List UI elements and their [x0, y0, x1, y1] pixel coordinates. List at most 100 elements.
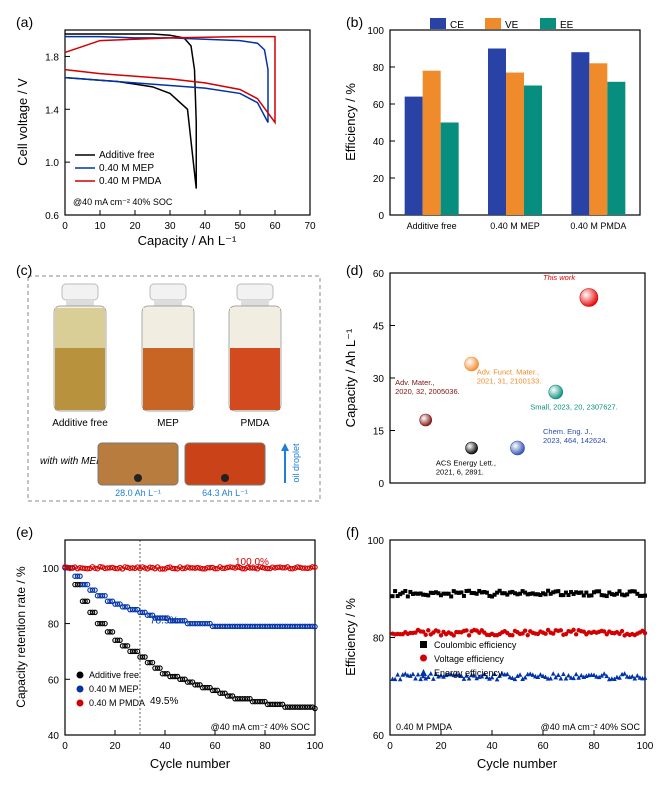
c-lab0: Additive free [52, 418, 108, 429]
a-annot: @40 mA cm⁻² 40% SOC [73, 197, 173, 207]
svg-text:40: 40 [48, 731, 60, 742]
panel-e: (e) 020406080100 406080100 Cycle number … [10, 520, 330, 778]
c-lab1: MEP [157, 418, 179, 429]
svg-text:Adv. Mater.,: Adv. Mater., [395, 378, 434, 387]
svg-text:20: 20 [373, 174, 385, 185]
svg-text:100: 100 [307, 741, 324, 752]
panel-a: (a) 0 10 20 30 40 50 60 70 0.6 1.0 1.4 1.8 Capacit… [10, 10, 330, 250]
svg-text:60: 60 [269, 221, 281, 232]
svg-text:78.9%: 78.9% [150, 615, 178, 626]
e-leg2: 0.40 M PMDA [89, 698, 145, 708]
a-ylabel: Cell voltage / V [15, 78, 30, 166]
svg-text:ACS Energy Lett.,: ACS Energy Lett., [436, 459, 496, 468]
panel-c-svg: Additive free MEP PMDA with with MEP 28.… [10, 258, 330, 508]
svg-text:Chem. Eng. J.,: Chem. Eng. J., [543, 427, 593, 436]
svg-text:40: 40 [373, 137, 385, 148]
f-xlabel: Cycle number [477, 756, 558, 771]
e-leg0: Additive free [89, 670, 139, 680]
svg-text:Additive free: Additive free [407, 221, 457, 231]
a-leg0: Additive free [99, 150, 155, 161]
a-xlabel: Capacity / Ah L⁻¹ [138, 233, 237, 248]
f-annot-r: @40 mA cm⁻² 40% SOC [541, 722, 641, 732]
c-with: with with MEP [40, 456, 103, 467]
panel-d: (d) 015304560 Capacity / Ah L⁻¹ This wor… [340, 258, 660, 508]
svg-text:60: 60 [209, 741, 221, 752]
e-annot: @40 mA cm⁻² 40% SOC [211, 722, 311, 732]
svg-text:100: 100 [367, 26, 384, 37]
e-leg1: 0.40 M MEP [89, 684, 139, 694]
panel-a-label: (a) [16, 14, 33, 30]
panel-f: (f) 0 20 40 60 80 100 60 80 100 Cycle number Ef… [340, 520, 660, 778]
c-val1: 64.3 Ah L⁻¹ [202, 488, 248, 498]
chart-d: 015304560 Capacity / Ah L⁻¹ This workAdv… [340, 258, 660, 508]
svg-text:Adv. Funct. Mater.,: Adv. Funct. Mater., [477, 368, 539, 377]
svg-text:50: 50 [234, 221, 246, 232]
svg-text:60: 60 [373, 731, 385, 742]
svg-text:40: 40 [486, 741, 498, 752]
svg-text:20: 20 [129, 221, 141, 232]
b-leg-ve: VE [505, 20, 519, 31]
panel-b: (b) 0 20 40 60 80 100 Efficiency / % Additive… [340, 10, 660, 250]
svg-text:100: 100 [367, 536, 384, 547]
svg-text:This work: This work [543, 273, 576, 282]
svg-text:2021, 31, 2100133.: 2021, 31, 2100133. [477, 377, 542, 386]
svg-text:100.0%: 100.0% [235, 557, 269, 568]
svg-text:60: 60 [48, 675, 60, 686]
f-leg1: Voltage efficiency [434, 654, 504, 664]
d-ylabel: Capacity / Ah L⁻¹ [343, 328, 358, 427]
panel-e-label: (e) [16, 524, 33, 540]
svg-text:80: 80 [588, 741, 600, 752]
panel-d-label: (d) [346, 262, 363, 278]
chart-e: 020406080100 406080100 Cycle number Capa… [10, 520, 330, 778]
a-leg1: 0.40 M MEP [99, 163, 154, 174]
chart-f: 0 20 40 60 80 100 60 80 100 Cycle number Effici… [340, 520, 660, 778]
svg-text:80: 80 [48, 620, 60, 631]
svg-text:60: 60 [537, 741, 549, 752]
c-arrow: oil droplet [291, 443, 301, 483]
panel-c-label: (c) [16, 262, 32, 278]
svg-text:0: 0 [62, 741, 68, 752]
svg-text:70: 70 [304, 221, 316, 232]
svg-text:80: 80 [373, 63, 385, 74]
svg-text:0.40 M MEP: 0.40 M MEP [490, 221, 540, 231]
svg-text:30: 30 [164, 221, 176, 232]
svg-text:0.40 M PMDA: 0.40 M PMDA [570, 221, 626, 231]
svg-text:15: 15 [373, 427, 385, 438]
svg-text:0: 0 [62, 221, 68, 232]
svg-text:60: 60 [373, 269, 385, 280]
svg-text:0: 0 [387, 741, 393, 752]
panel-b-label: (b) [346, 14, 363, 30]
svg-text:100: 100 [637, 741, 654, 752]
svg-text:20: 20 [435, 741, 447, 752]
f-annot-l: 0.40 M PMDA [396, 722, 452, 732]
svg-text:2023, 464, 142624.: 2023, 464, 142624. [543, 436, 608, 445]
svg-text:80: 80 [373, 634, 385, 645]
svg-text:40: 40 [199, 221, 211, 232]
svg-text:30: 30 [373, 374, 385, 385]
e-xlabel: Cycle number [150, 756, 231, 771]
svg-text:80: 80 [259, 741, 271, 752]
svg-text:1.0: 1.0 [45, 158, 59, 169]
svg-text:0.6: 0.6 [45, 211, 59, 222]
svg-text:60: 60 [373, 100, 385, 111]
svg-text:2020, 32, 2005036.: 2020, 32, 2005036. [395, 387, 460, 396]
panel-f-label: (f) [346, 524, 359, 540]
e-ylabel: Capacity retention rate / % [14, 566, 28, 708]
chart-a: 0 10 20 30 40 50 60 70 0.6 1.0 1.4 1.8 Capacity / … [10, 10, 330, 250]
b-leg-ee: EE [560, 20, 574, 31]
svg-text:40: 40 [159, 741, 171, 752]
svg-text:Small, 2023, 20, 2307627.: Small, 2023, 20, 2307627. [530, 403, 618, 412]
c-lab2: PMDA [241, 418, 270, 429]
svg-text:100: 100 [42, 564, 59, 575]
svg-text:1.4: 1.4 [45, 105, 59, 116]
b-ylabel: Efficiency / % [343, 83, 358, 161]
b-leg-ce: CE [450, 20, 464, 31]
svg-text:0: 0 [378, 479, 384, 490]
svg-text:49.5%: 49.5% [150, 696, 178, 707]
svg-text:1.8: 1.8 [45, 52, 59, 63]
f-ylabel: Efficiency / % [343, 598, 358, 676]
f-leg0: Coulombic efficiency [434, 640, 517, 650]
panel-c: (c) Additive free MEP PMDA with with MEP… [10, 258, 330, 508]
svg-text:0: 0 [378, 211, 384, 222]
svg-text:10: 10 [94, 221, 106, 232]
